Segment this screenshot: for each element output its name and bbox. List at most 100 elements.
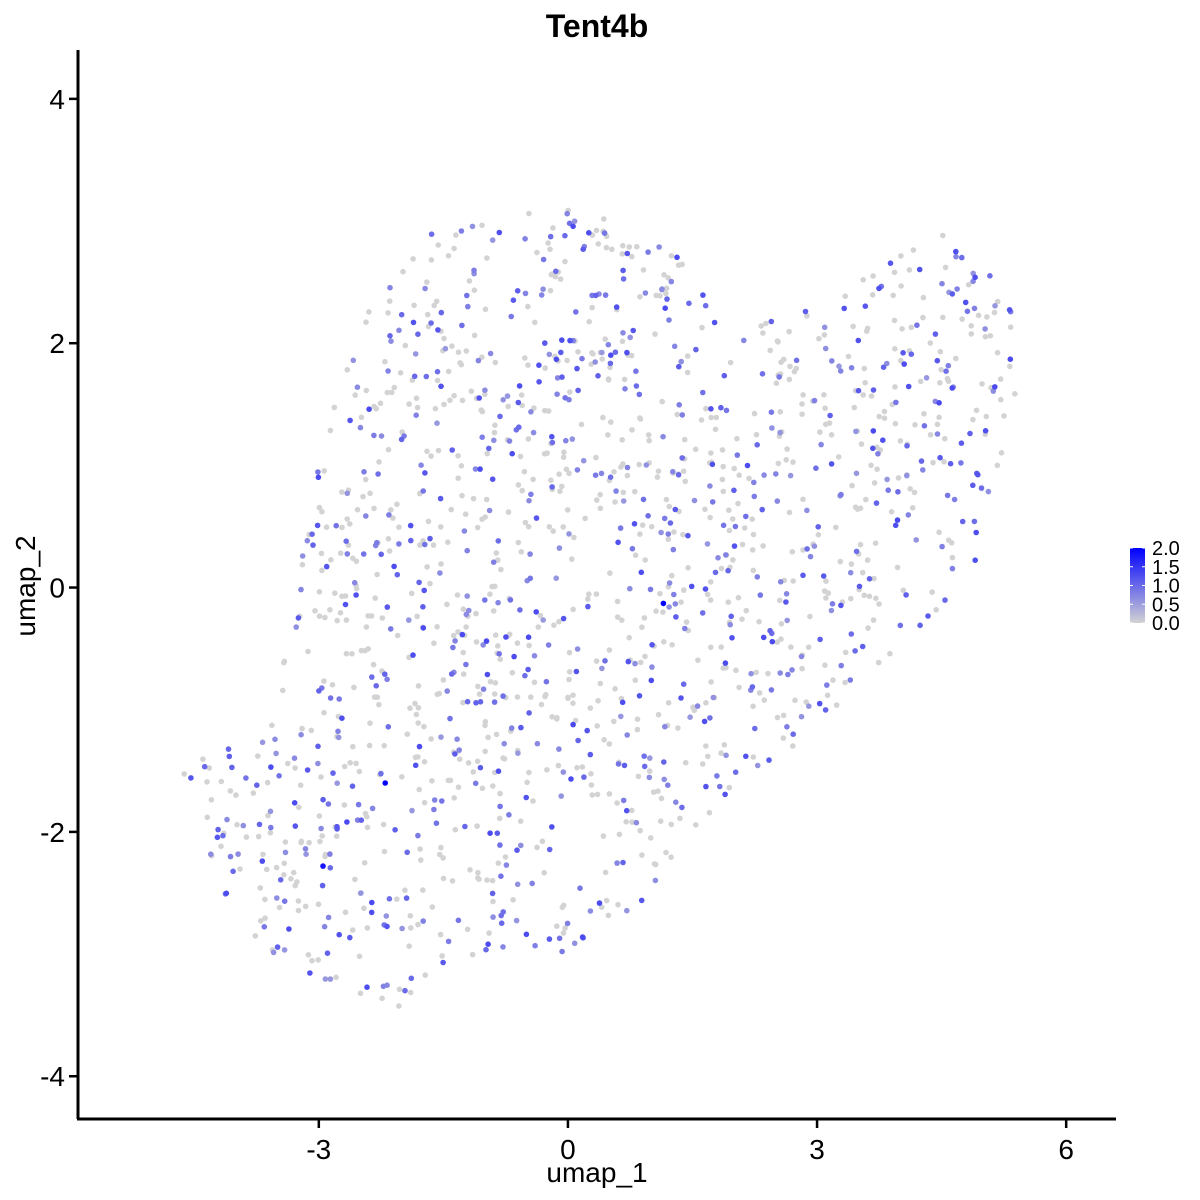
cell-point (687, 714, 693, 720)
cell-point (506, 438, 513, 444)
cell-point (718, 750, 724, 756)
cell-point (730, 557, 736, 563)
cell-point (817, 636, 823, 643)
cell-point (312, 608, 318, 614)
cell-point (821, 392, 827, 398)
cell-point (387, 626, 394, 632)
cell-point (386, 548, 393, 554)
cell-point (721, 372, 728, 379)
cell-point (352, 876, 358, 883)
x-axis-label: umap_1 (546, 1157, 647, 1188)
cell-point (783, 457, 789, 463)
cell-point (413, 711, 420, 718)
cell-point (534, 740, 541, 747)
cell-point (502, 854, 509, 860)
cell-point (448, 506, 455, 513)
cell-point (557, 276, 564, 282)
cell-point (415, 720, 422, 726)
cell-point (665, 531, 672, 537)
cell-point (460, 649, 467, 656)
cell-point (475, 357, 482, 364)
cell-point (852, 648, 858, 654)
cell-point (949, 554, 956, 561)
cell-point (1001, 413, 1007, 419)
cell-point (929, 589, 935, 595)
cell-point (530, 429, 537, 436)
cell-point (751, 479, 757, 486)
cell-point (329, 682, 336, 688)
cell-point (914, 322, 920, 329)
cell-point (833, 702, 840, 708)
cell-point (556, 935, 563, 942)
cell-point (486, 445, 492, 452)
cell-point (327, 851, 333, 857)
cell-point (945, 362, 952, 369)
cell-point (568, 776, 574, 782)
cell-point (680, 531, 686, 538)
cell-point (612, 349, 619, 356)
cell-point (743, 513, 749, 520)
cell-point (637, 531, 643, 537)
cell-point (847, 677, 854, 683)
cell-point (768, 318, 775, 325)
cell-point (554, 714, 560, 721)
cell-point (234, 821, 240, 828)
cell-point (297, 782, 304, 788)
cell-point (309, 957, 315, 964)
cell-point (790, 743, 796, 749)
cell-point (544, 767, 550, 773)
cell-point (479, 222, 485, 229)
cell-point (268, 764, 274, 770)
cell-point (653, 608, 659, 614)
cell-point (753, 431, 760, 438)
cell-point (421, 799, 428, 806)
cell-point (948, 540, 955, 546)
cell-point (752, 725, 758, 732)
cell-point (526, 642, 532, 649)
cell-point (574, 467, 581, 473)
cell-point (366, 742, 373, 749)
cell-point (822, 662, 828, 668)
cell-point (975, 471, 981, 478)
cell-point (394, 571, 401, 578)
cell-point (718, 565, 725, 572)
cell-point (290, 869, 297, 876)
cell-point (557, 488, 563, 495)
cell-point (268, 824, 274, 831)
cell-point (637, 827, 643, 834)
cell-point (845, 353, 852, 360)
cell-point (281, 947, 288, 953)
cell-point (487, 591, 493, 597)
cell-point (949, 385, 955, 391)
cell-point (435, 327, 441, 333)
cell-point (888, 509, 895, 515)
cell-point (744, 462, 751, 469)
cell-point (545, 642, 552, 648)
cell-point (385, 310, 391, 316)
cell-point (265, 812, 271, 819)
cell-point (630, 327, 636, 334)
cell-point (959, 316, 965, 322)
cell-point (344, 819, 350, 825)
cell-point (806, 703, 812, 709)
cell-point (482, 306, 489, 313)
cell-point (923, 375, 930, 381)
cell-point (987, 273, 993, 279)
cell-point (479, 785, 486, 792)
cell-point (471, 287, 478, 294)
cell-point (766, 757, 772, 763)
cell-point (570, 721, 576, 728)
cell-point (365, 646, 372, 652)
cell-point (951, 496, 958, 503)
cell-point (328, 557, 334, 563)
cell-point (756, 690, 763, 696)
cell-point (413, 412, 420, 419)
cell-point (751, 410, 758, 417)
cell-point (298, 586, 304, 593)
cell-point (646, 437, 652, 444)
cell-point (500, 693, 506, 699)
cell-point (676, 363, 682, 370)
cell-point (777, 429, 783, 436)
cell-point (343, 650, 350, 657)
cell-point (735, 594, 742, 601)
